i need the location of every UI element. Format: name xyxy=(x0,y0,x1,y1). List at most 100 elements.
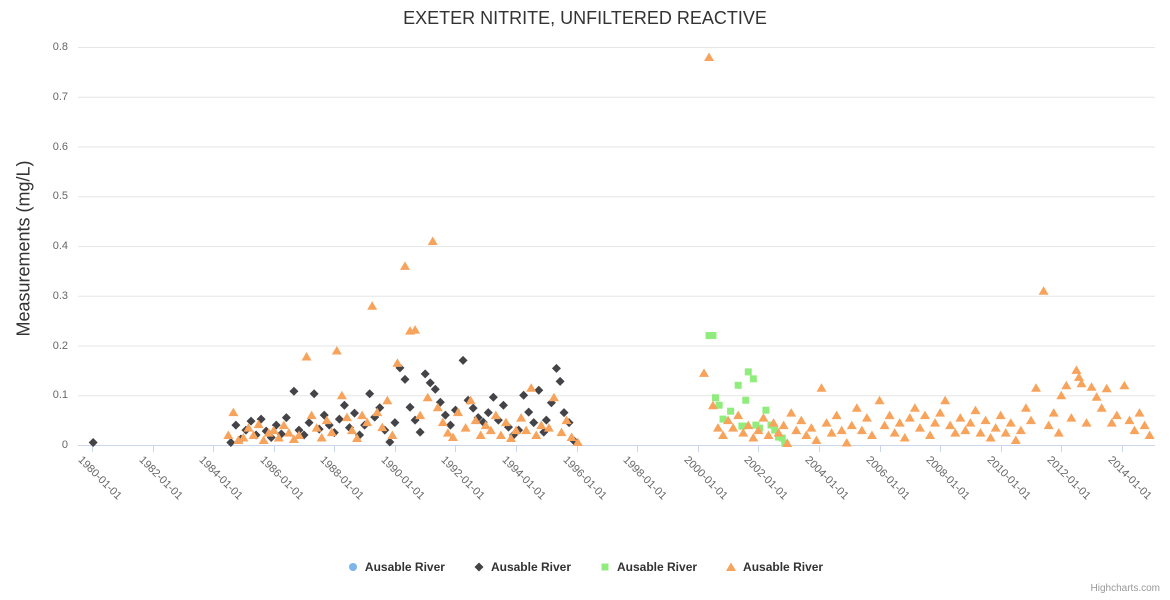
data-point-triangle[interactable] xyxy=(326,427,337,437)
legend-item-triangle[interactable]: Ausable River xyxy=(725,560,823,574)
data-point-triangle[interactable] xyxy=(935,408,946,417)
data-point-triangle[interactable] xyxy=(899,433,910,442)
data-point-triangle[interactable] xyxy=(1139,420,1150,430)
data-point-triangle[interactable] xyxy=(288,434,299,444)
data-point-triangle[interactable] xyxy=(940,395,951,405)
data-point-triangle[interactable] xyxy=(1053,428,1064,437)
data-point-triangle[interactable] xyxy=(796,415,807,425)
data-point-triangle[interactable] xyxy=(975,428,986,437)
data-point-square[interactable] xyxy=(778,434,786,442)
data-point-triangle[interactable] xyxy=(1106,418,1117,427)
data-point-triangle[interactable] xyxy=(331,345,342,355)
data-point-triangle[interactable] xyxy=(712,423,723,432)
data-point-triangle[interactable] xyxy=(821,418,832,427)
data-point-triangle[interactable] xyxy=(1025,415,1036,425)
data-point-triangle[interactable] xyxy=(1124,415,1135,425)
data-point-triangle[interactable] xyxy=(362,417,373,427)
data-point-triangle[interactable] xyxy=(1010,435,1021,445)
data-point-diamond[interactable] xyxy=(339,400,349,410)
data-point-triangle[interactable] xyxy=(556,427,567,437)
data-point-triangle[interactable] xyxy=(352,433,363,443)
data-point-triangle[interactable] xyxy=(521,425,532,435)
data-point-diamond[interactable] xyxy=(304,418,314,428)
data-point-triangle[interactable] xyxy=(442,428,453,437)
data-point-triangle[interactable] xyxy=(548,392,559,402)
data-point-triangle[interactable] xyxy=(925,430,936,440)
data-point-square[interactable] xyxy=(739,422,747,430)
data-point-triangle[interactable] xyxy=(980,415,991,425)
data-point-square[interactable] xyxy=(744,368,752,376)
data-point-diamond[interactable] xyxy=(231,420,241,430)
data-point-triangle[interactable] xyxy=(399,261,410,270)
data-point-square[interactable] xyxy=(771,426,779,434)
data-point-triangle[interactable] xyxy=(831,410,842,420)
data-point-triangle[interactable] xyxy=(516,413,527,422)
data-point-triangle[interactable] xyxy=(372,407,383,417)
data-point-triangle[interactable] xyxy=(336,390,347,400)
data-point-triangle[interactable] xyxy=(465,395,476,405)
data-point-square[interactable] xyxy=(734,381,742,389)
data-point-triangle[interactable] xyxy=(856,425,867,435)
data-point-triangle[interactable] xyxy=(806,423,817,432)
data-point-triangle[interactable] xyxy=(826,428,837,437)
data-point-triangle[interactable] xyxy=(1119,380,1130,390)
data-point-triangle[interactable] xyxy=(1144,430,1155,440)
data-point-square[interactable] xyxy=(752,421,760,429)
data-point-triangle[interactable] xyxy=(758,413,769,422)
data-point-triangle[interactable] xyxy=(321,415,332,425)
data-point-triangle[interactable] xyxy=(367,301,378,310)
data-point-diamond[interactable] xyxy=(88,438,98,448)
data-point-diamond[interactable] xyxy=(551,363,561,373)
data-point-triangle[interactable] xyxy=(480,420,491,430)
data-point-diamond[interactable] xyxy=(430,384,440,394)
data-point-diamond[interactable] xyxy=(281,413,291,423)
data-point-triangle[interactable] xyxy=(1015,425,1026,435)
data-point-diamond[interactable] xyxy=(226,438,236,448)
data-point-triangle[interactable] xyxy=(1056,390,1067,400)
data-point-triangle[interactable] xyxy=(410,325,421,334)
data-point-square[interactable] xyxy=(742,396,750,404)
data-point-triangle[interactable] xyxy=(437,417,448,427)
data-point-triangle[interactable] xyxy=(985,433,996,442)
data-point-triangle[interactable] xyxy=(1020,403,1031,412)
data-point-triangle[interactable] xyxy=(526,383,537,392)
data-point-triangle[interactable] xyxy=(228,407,239,417)
data-point-square[interactable] xyxy=(715,401,723,409)
data-point-triangle[interactable] xyxy=(258,435,269,445)
data-point-triangle[interactable] xyxy=(919,410,930,420)
data-point-diamond[interactable] xyxy=(541,415,551,425)
data-point-triangle[interactable] xyxy=(253,419,264,429)
data-point-triangle[interactable] xyxy=(763,430,774,440)
data-point-diamond[interactable] xyxy=(440,410,450,420)
data-point-triangle[interactable] xyxy=(341,412,352,422)
data-point-triangle[interactable] xyxy=(768,418,779,427)
data-point-triangle[interactable] xyxy=(427,236,438,246)
data-point-triangle[interactable] xyxy=(382,395,393,405)
data-point-diamond[interactable] xyxy=(498,400,508,410)
data-point-triangle[interactable] xyxy=(816,383,827,392)
data-point-triangle[interactable] xyxy=(293,430,304,440)
data-point-diamond[interactable] xyxy=(425,378,435,388)
data-point-triangle[interactable] xyxy=(490,410,501,420)
data-point-triangle[interactable] xyxy=(950,428,961,437)
data-point-triangle[interactable] xyxy=(1066,413,1077,422)
data-point-triangle[interactable] xyxy=(914,423,925,432)
data-point-triangle[interactable] xyxy=(543,423,554,432)
data-point-triangle[interactable] xyxy=(301,351,312,361)
data-point-diamond[interactable] xyxy=(390,418,400,428)
data-point-diamond[interactable] xyxy=(524,407,534,417)
data-point-triangle[interactable] xyxy=(707,400,718,410)
data-point-triangle[interactable] xyxy=(500,417,511,427)
data-point-diamond[interactable] xyxy=(405,402,415,412)
data-point-triangle[interactable] xyxy=(960,425,971,435)
legend-item-diamond[interactable]: Ausable River xyxy=(473,560,571,574)
data-point-triangle[interactable] xyxy=(1101,383,1112,393)
data-point-triangle[interactable] xyxy=(1031,383,1042,392)
data-point-triangle[interactable] xyxy=(1043,420,1054,430)
data-point-triangle[interactable] xyxy=(884,410,895,420)
legend-item-square[interactable]: Ausable River xyxy=(599,560,697,574)
data-point-triangle[interactable] xyxy=(909,403,920,412)
data-point-diamond[interactable] xyxy=(415,427,425,437)
data-point-triangle[interactable] xyxy=(1134,408,1145,417)
data-point-triangle[interactable] xyxy=(930,418,941,427)
